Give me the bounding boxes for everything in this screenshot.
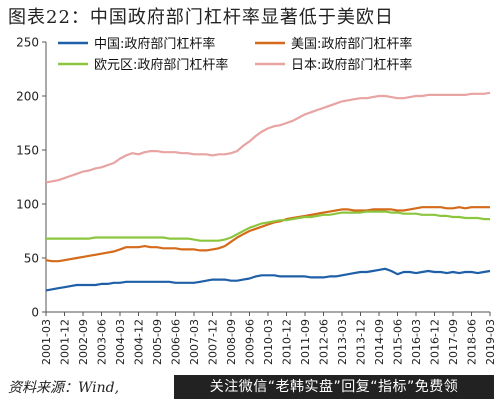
y-tick-label: 0 [31,306,39,320]
x-tick-label: 2007-03 [188,319,201,365]
source-note: 资料来源：Wind, [8,380,120,396]
x-tick-label: 2008-09 [225,319,238,365]
x-tick-label: 2007-12 [207,319,220,365]
x-tick-label: 2009-06 [244,319,257,365]
watermark-banner: 关注微信“老韩实盘”回复“指标”免费领 [174,375,494,399]
line-chart: 0 50 100 150 200 250 2001-03 2001-12 2002-09 2003… [16,36,497,365]
x-tick-label: 2004-03 [114,319,127,365]
y-tick-label: 200 [16,90,39,104]
x-tick-label: 2001-12 [59,319,72,365]
x-tick-label: 2016-12 [429,319,442,365]
x-tick-label: 2002-09 [77,319,90,365]
axes: 0 50 100 150 200 250 2001-03 2001-12 2002-09 2003… [16,36,497,365]
legend-label-1: 美国:政府部门杠杆率 [291,36,412,52]
chart-title: 图表22：中国政府部门杠杆率显著低于美欧日 [8,7,394,28]
x-tick-label: 2013-03 [336,319,349,365]
y-tick-label: 50 [24,252,39,266]
series-line-3 [45,91,491,184]
legend-label-2: 欧元区:政府部门杠杆率 [94,57,228,73]
x-tick-label: 2004-12 [133,319,146,365]
y-tick-label: 150 [16,144,39,158]
series-lines [45,91,491,292]
x-tick-label: 2003-06 [96,319,109,365]
x-tick-label: 2006-06 [170,319,183,365]
x-tick-label: 2013-12 [355,319,368,365]
series-line-2 [46,210,490,242]
x-tick-label: 2018-06 [466,319,479,365]
x-tick-label: 2005-09 [151,319,164,365]
series-line-0 [45,267,491,292]
x-tick-label: 2012-06 [318,319,331,365]
x-tick-label: 2001-03 [40,319,53,365]
footer: 资料来源：Wind, 关注微信“老韩实盘”回复“指标”免费领 [0,374,500,403]
x-tick-label: 2015-06 [392,319,405,365]
x-tick-label: 2019-03 [484,319,497,365]
series-line-1 [45,206,490,263]
x-tick-label: 2014-09 [373,319,386,365]
y-tick-label: 100 [16,198,39,212]
legend-label-0: 中国:政府部门杠杆率 [94,36,215,52]
legend-label-3: 日本:政府部门杠杆率 [291,57,412,73]
x-tick-label: 2010-03 [262,319,275,365]
x-tick-label: 2011-09 [299,319,312,365]
x-tick-label: 2017-09 [447,319,460,365]
x-tick-label: 2016-03 [410,319,423,365]
x-tick-label: 2010-12 [281,319,294,365]
y-tick-label: 250 [16,36,39,50]
